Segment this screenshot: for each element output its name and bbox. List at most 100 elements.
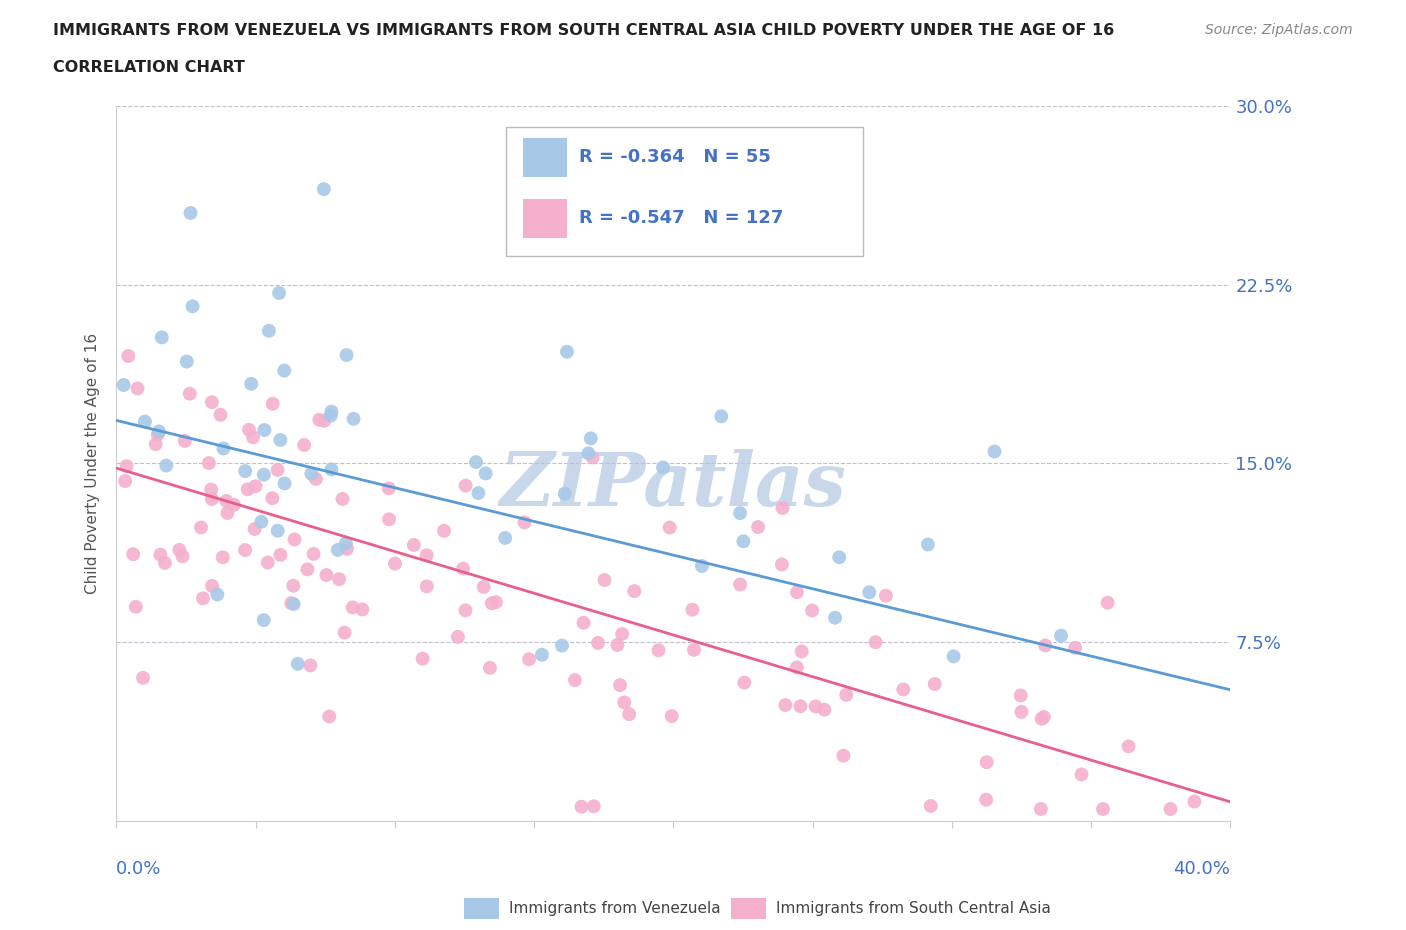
Point: [155, 458, 177, 473]
Point: [125, 599, 148, 614]
Point: [176, 354, 198, 369]
Point: [253, 613, 276, 628]
Point: [292, 437, 315, 452]
Point: [481, 596, 503, 611]
Point: [312, 181, 335, 196]
Point: [180, 206, 202, 220]
Point: [172, 549, 194, 564]
Point: [1070, 767, 1092, 782]
Point: [378, 512, 401, 526]
Point: [813, 702, 835, 717]
Point: [262, 396, 284, 411]
Point: [201, 492, 224, 507]
Point: [302, 547, 325, 562]
Point: [1091, 802, 1114, 817]
Point: [582, 799, 605, 814]
Point: [474, 466, 496, 481]
Point: [609, 678, 631, 693]
Point: [342, 600, 364, 615]
Point: [112, 378, 135, 392]
Point: [335, 536, 357, 551]
Point: [1050, 629, 1073, 644]
Point: [942, 649, 965, 664]
Point: [593, 573, 616, 588]
Point: [321, 405, 343, 419]
Point: [173, 433, 195, 448]
Point: [150, 330, 173, 345]
Text: R = -0.364   N = 55: R = -0.364 N = 55: [579, 148, 770, 166]
Point: [733, 675, 755, 690]
Point: [661, 709, 683, 724]
Point: [1160, 802, 1182, 817]
Point: [451, 561, 474, 576]
Point: [145, 437, 167, 452]
Point: [728, 506, 751, 521]
Point: [269, 432, 291, 447]
Point: [1118, 739, 1140, 754]
Point: [983, 444, 1005, 458]
Point: [579, 431, 602, 445]
Point: [804, 699, 827, 714]
Point: [169, 542, 191, 557]
Point: [299, 658, 322, 673]
Point: [245, 479, 267, 494]
Point: [190, 520, 212, 535]
Point: [1033, 638, 1056, 653]
Point: [336, 541, 359, 556]
Point: [572, 616, 595, 631]
Point: [114, 473, 136, 488]
Point: [1010, 704, 1032, 719]
Point: [267, 524, 290, 538]
Point: [314, 413, 336, 428]
Point: [554, 486, 576, 501]
Point: [198, 456, 221, 471]
Point: [222, 498, 245, 512]
Point: [571, 799, 593, 814]
Point: [610, 627, 633, 642]
Point: [318, 709, 340, 724]
Point: [153, 555, 176, 570]
Point: [1032, 710, 1054, 724]
Point: [201, 394, 224, 409]
Bar: [523, 138, 568, 178]
Point: [240, 377, 263, 392]
Point: [1064, 641, 1087, 656]
Point: [342, 411, 364, 426]
Point: [789, 698, 811, 713]
Point: [581, 450, 603, 465]
Point: [790, 644, 813, 658]
Point: [127, 381, 149, 396]
Point: [262, 491, 284, 506]
Point: [447, 630, 470, 644]
Text: Source: ZipAtlas.com: Source: ZipAtlas.com: [1205, 23, 1353, 37]
Point: [209, 407, 232, 422]
Point: [786, 660, 808, 675]
Point: [865, 634, 887, 649]
Point: [586, 635, 609, 650]
Text: IMMIGRANTS FROM VENEZUELA VS IMMIGRANTS FROM SOUTH CENTRAL ASIA CHILD POVERTY UN: IMMIGRANTS FROM VENEZUELA VS IMMIGRANTS …: [53, 23, 1115, 38]
Bar: [523, 199, 568, 238]
Point: [256, 555, 278, 570]
Point: [920, 799, 942, 814]
Point: [690, 559, 713, 574]
Point: [283, 578, 305, 593]
Point: [238, 422, 260, 437]
Point: [454, 478, 477, 493]
Point: [299, 466, 322, 481]
Point: [530, 647, 553, 662]
Point: [191, 591, 214, 605]
Text: Immigrants from South Central Asia: Immigrants from South Central Asia: [776, 901, 1052, 916]
Text: ZIPatlas: ZIPatlas: [501, 448, 846, 521]
Point: [974, 792, 997, 807]
Point: [233, 542, 256, 557]
Point: [835, 687, 858, 702]
Point: [257, 324, 280, 339]
Point: [115, 458, 138, 473]
Text: Immigrants from Venezuela: Immigrants from Venezuela: [509, 901, 721, 916]
Point: [215, 494, 238, 509]
Point: [454, 603, 477, 618]
Point: [201, 578, 224, 593]
Point: [332, 492, 354, 507]
Point: [485, 595, 508, 610]
Point: [652, 460, 675, 475]
